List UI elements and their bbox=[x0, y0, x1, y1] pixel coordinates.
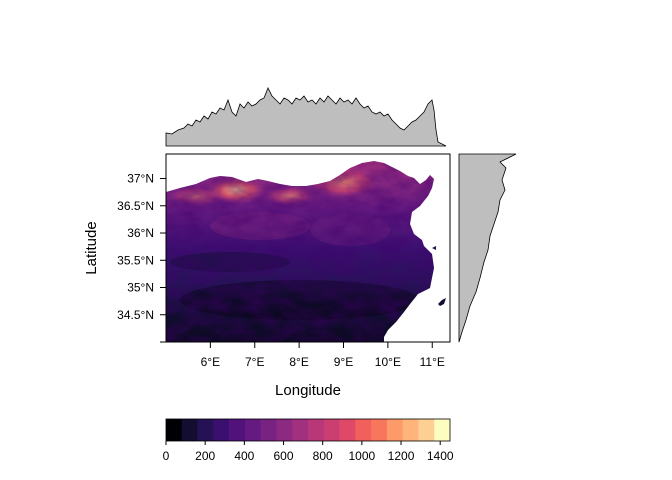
small-island bbox=[432, 246, 436, 250]
x-tick-label: 9°E bbox=[334, 355, 353, 369]
y-tick-label: 35.5°N bbox=[117, 253, 154, 267]
x-axis-title: Longitude bbox=[275, 382, 341, 399]
legend-tick-label: 1200 bbox=[388, 449, 415, 463]
legend-color-swatch bbox=[339, 419, 356, 441]
x-tick-label: 6°E bbox=[201, 355, 220, 369]
latitude-elevation-profile bbox=[458, 153, 517, 343]
y-axis: 34.5°N 35°N 35.5°N 36°N 36.5°N 37°N bbox=[117, 172, 166, 343]
y-tick-label: 36.5°N bbox=[117, 199, 154, 213]
y-tick-label: 35°N bbox=[127, 281, 154, 295]
legend-color-swatch bbox=[371, 419, 388, 441]
x-tick-label: 10°E bbox=[375, 355, 401, 369]
x-axis: 6°E 7°E 8°E 9°E 10°E 11°E bbox=[160, 341, 445, 369]
longitude-elevation-profile bbox=[165, 87, 447, 147]
x-tick-label: 11°E bbox=[420, 355, 445, 369]
legend-color-swatch bbox=[229, 419, 246, 441]
legend-tick-label: 400 bbox=[234, 449, 254, 463]
elevation-color-legend: 0 200 400 600 800 1000 1200 1400 bbox=[163, 418, 454, 463]
legend-tick-label: 800 bbox=[313, 449, 333, 463]
legend-tick-label: 0 bbox=[163, 449, 170, 463]
elevation-raster bbox=[166, 161, 434, 342]
legend-color-swatch bbox=[355, 419, 372, 441]
kerkennah-island bbox=[438, 298, 446, 306]
legend-color-swatch bbox=[181, 419, 198, 441]
x-tick-label: 8°E bbox=[289, 355, 308, 369]
legend-color-swatch bbox=[276, 419, 293, 441]
legend-color-swatch bbox=[386, 419, 403, 441]
legend-color-swatch bbox=[244, 419, 261, 441]
x-tick-label: 7°E bbox=[245, 355, 264, 369]
legend-color-swatch bbox=[308, 419, 325, 441]
y-tick-label: 36°N bbox=[127, 226, 154, 240]
legend-tick-label: 1400 bbox=[427, 449, 454, 463]
legend-color-swatch bbox=[166, 419, 183, 441]
legend-color-swatch bbox=[260, 419, 277, 441]
legend-color-swatch bbox=[292, 419, 309, 441]
legend-color-swatch bbox=[197, 419, 214, 441]
legend-color-swatch bbox=[402, 419, 419, 441]
map-panel-border bbox=[165, 153, 451, 343]
legend-tick-label: 1000 bbox=[349, 449, 376, 463]
legend-color-swatch bbox=[418, 419, 435, 441]
legend-border bbox=[165, 418, 451, 442]
legend-color-swatch bbox=[434, 419, 451, 441]
legend-tick-label: 600 bbox=[274, 449, 294, 463]
legend-tick-label: 200 bbox=[195, 449, 215, 463]
legend-color-swatch bbox=[213, 419, 230, 441]
legend-color-swatch bbox=[323, 419, 340, 441]
y-tick-label: 37°N bbox=[127, 172, 154, 186]
y-tick-label: 34.5°N bbox=[117, 308, 154, 322]
y-axis-title: Latitude bbox=[83, 221, 100, 274]
